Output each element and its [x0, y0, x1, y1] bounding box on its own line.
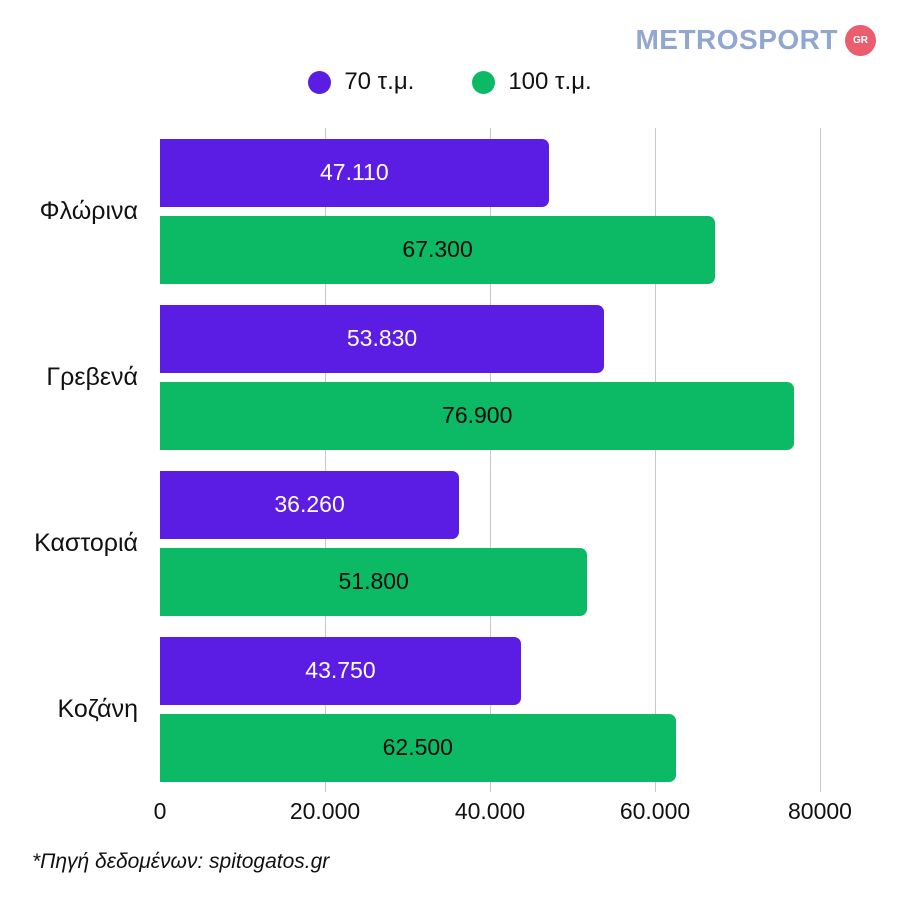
bar: 67.300: [160, 215, 716, 284]
bar: 51.800: [160, 547, 588, 616]
bar-value-label: 62.500: [382, 734, 453, 760]
bar-value-label: 67.300: [402, 236, 473, 262]
bar-groups: Φλώρινα 47.110 67.300 Γρεβενά 53.830 76.900 Κα…: [0, 128, 900, 792]
legend-dot-icon: [472, 70, 496, 94]
x-tick-label: 20.000: [289, 798, 361, 824]
group-bars: 53.830 76.900: [160, 304, 820, 450]
legend-item-1: 100 τ.μ.: [472, 68, 592, 96]
legend-dot-icon: [308, 70, 332, 94]
bar: 36.260: [160, 470, 460, 539]
bar: 62.500: [160, 713, 676, 782]
category-label: Καστοριά: [34, 528, 138, 557]
bar-group-3: Κοζάνη 43.750 62.500: [0, 626, 900, 792]
group-bars: 36.260 51.800: [160, 470, 820, 616]
bar-value-label: 76.900: [442, 402, 513, 428]
logo-text: METROSPORT: [635, 24, 838, 55]
bar: 76.900: [160, 381, 795, 450]
legend-label: 100 τ.μ.: [508, 68, 592, 95]
logo-gr-badge: GR: [845, 24, 876, 56]
group-bars: 47.110 67.300: [160, 138, 820, 284]
bar-value-label: 47.110: [320, 159, 389, 185]
chart-legend: 70 τ.μ. 100 τ.μ.: [0, 68, 900, 96]
category-label: Γρεβενά: [46, 362, 138, 391]
x-tick-label: 0: [153, 798, 167, 824]
bar: 47.110: [160, 138, 549, 207]
group-bars: 43.750 62.500: [160, 636, 820, 782]
legend-item-0: 70 τ.μ.: [308, 68, 414, 96]
category-label: Φλώρινα: [39, 196, 138, 225]
x-tick-label: 40.000: [454, 798, 526, 824]
source-note: *Πηγή δεδομένων: spitogatos.gr: [32, 850, 330, 873]
bar-group-1: Γρεβενά 53.830 76.900: [0, 294, 900, 460]
x-axis: 0 20.000 40.000 60.000 80000: [0, 792, 900, 832]
legend-label: 70 τ.μ.: [344, 68, 415, 95]
bar: 43.750: [160, 636, 521, 705]
bar-value-label: 51.800: [338, 568, 409, 594]
bar-group-0: Φλώρινα 47.110 67.300: [0, 128, 900, 294]
bar-value-label: 53.830: [346, 325, 418, 351]
bar-group-2: Καστοριά 36.260 51.800: [0, 460, 900, 626]
bar-chart: Φλώρινα 47.110 67.300 Γρεβενά 53.830 76.900 Κα…: [0, 128, 900, 838]
bar: 53.830: [160, 304, 605, 373]
bar-value-label: 43.750: [305, 657, 376, 683]
metrosport-logo: METROSPORT GR: [635, 24, 876, 56]
bar-value-label: 36.260: [274, 491, 345, 517]
category-label: Κοζάνη: [57, 694, 138, 723]
x-tick-label: 60.000: [619, 798, 691, 824]
x-tick-label: 80000: [788, 798, 852, 824]
